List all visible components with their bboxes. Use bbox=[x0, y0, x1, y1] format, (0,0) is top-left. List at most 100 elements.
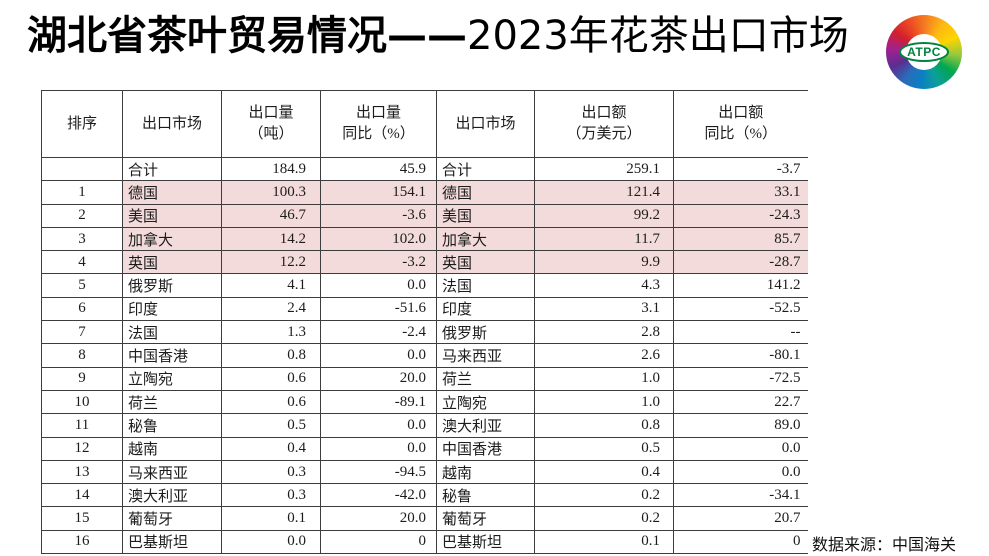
volume-yoy-cell: 45.9 bbox=[320, 156, 437, 182]
volume-cell: 0.0 bbox=[221, 529, 321, 555]
volume-cell: 4.1 bbox=[221, 273, 321, 298]
title-sub: 2023年花茶出口市场 bbox=[467, 13, 849, 59]
atpc-logo: ATPC bbox=[886, 15, 962, 89]
table-row: 6 印度 2.4 -51.6 印度 3.1 -52.5 bbox=[41, 296, 808, 322]
value-yoy-cell: 89.0 bbox=[673, 413, 808, 438]
value-market-cell: 荷兰 bbox=[436, 366, 535, 391]
value-market-cell: 葡萄牙 bbox=[436, 506, 535, 531]
rank-cell: 16 bbox=[41, 529, 123, 555]
rank-cell: 6 bbox=[41, 296, 123, 322]
volume-market-cell: 葡萄牙 bbox=[122, 506, 222, 531]
volume-cell: 0.5 bbox=[221, 413, 321, 438]
volume-yoy-cell: -3.2 bbox=[320, 250, 437, 275]
volume-cell: 46.7 bbox=[221, 203, 321, 228]
value-market-cell: 巴基斯坦 bbox=[436, 529, 535, 555]
rank-cell: 7 bbox=[41, 320, 123, 345]
volume-cell: 14.2 bbox=[221, 226, 321, 252]
value-yoy-cell: -- bbox=[673, 320, 808, 345]
table-row: 7 法国 1.3 -2.4 俄罗斯 2.8 -- bbox=[41, 320, 808, 345]
table-header-row: 排序 出口市场 出口量 （吨） 出口量 同比（%） 出口市场 出口额 （万美元） 出口… bbox=[41, 90, 808, 158]
value-market-cell: 越南 bbox=[436, 459, 535, 485]
value-market-cell: 马来西亚 bbox=[436, 343, 535, 368]
volume-cell: 100.3 bbox=[221, 180, 321, 205]
rank-cell: 8 bbox=[41, 343, 123, 368]
col-header-rank: 排序 bbox=[41, 90, 123, 158]
volume-cell: 0.6 bbox=[221, 366, 321, 391]
table-row: 12 越南 0.4 0.0 中国香港 0.5 0.0 bbox=[41, 436, 808, 461]
table-row: 3 加拿大 14.2 102.0 加拿大 11.7 85.7 bbox=[41, 226, 808, 252]
table-row: 8 中国香港 0.8 0.0 马来西亚 2.6 -80.1 bbox=[41, 343, 808, 368]
value-cell: 1.0 bbox=[534, 366, 674, 391]
value-cell: 2.8 bbox=[534, 320, 674, 345]
volume-cell: 12.2 bbox=[221, 250, 321, 275]
value-market-cell: 秘鲁 bbox=[436, 483, 535, 508]
volume-market-cell: 越南 bbox=[122, 436, 222, 461]
value-cell: 259.1 bbox=[534, 156, 674, 182]
value-market-cell: 德国 bbox=[436, 180, 535, 205]
volume-cell: 0.8 bbox=[221, 343, 321, 368]
volume-market-cell: 美国 bbox=[122, 203, 222, 228]
volume-cell: 184.9 bbox=[221, 156, 321, 182]
value-cell: 9.9 bbox=[534, 250, 674, 275]
table-row: 15 葡萄牙 0.1 20.0 葡萄牙 0.2 20.7 bbox=[41, 506, 808, 531]
value-yoy-cell: 0.0 bbox=[673, 436, 808, 461]
volume-yoy-cell: -89.1 bbox=[320, 389, 437, 415]
value-market-cell: 法国 bbox=[436, 273, 535, 298]
volume-market-cell: 俄罗斯 bbox=[122, 273, 222, 298]
logo-text: ATPC bbox=[899, 42, 949, 62]
value-yoy-cell: -52.5 bbox=[673, 296, 808, 322]
table-row: 9 立陶宛 0.6 20.0 荷兰 1.0 -72.5 bbox=[41, 366, 808, 391]
value-cell: 0.2 bbox=[534, 483, 674, 508]
table-row: 14 澳大利亚 0.3 -42.0 秘鲁 0.2 -34.1 bbox=[41, 483, 808, 508]
value-yoy-cell: -24.3 bbox=[673, 203, 808, 228]
value-yoy-cell: 85.7 bbox=[673, 226, 808, 252]
rank-cell: 5 bbox=[41, 273, 123, 298]
col-header-value: 出口额 （万美元） bbox=[534, 90, 674, 158]
value-market-cell: 立陶宛 bbox=[436, 389, 535, 415]
value-yoy-cell: 141.2 bbox=[673, 273, 808, 298]
value-yoy-cell: 33.1 bbox=[673, 180, 808, 205]
table-body: 合计 184.9 45.9 合计 259.1 -3.7 1 德国 100.3 1… bbox=[41, 156, 808, 555]
rank-cell: 10 bbox=[41, 389, 123, 415]
volume-yoy-cell: 0.0 bbox=[320, 343, 437, 368]
rank-cell: 15 bbox=[41, 506, 123, 531]
rank-cell: 9 bbox=[41, 366, 123, 391]
value-yoy-cell: 0.0 bbox=[673, 459, 808, 485]
volume-yoy-cell: 102.0 bbox=[320, 226, 437, 252]
volume-market-cell: 马来西亚 bbox=[122, 459, 222, 485]
volume-market-cell: 巴基斯坦 bbox=[122, 529, 222, 555]
col-header-volume-yoy: 出口量 同比（%） bbox=[320, 90, 437, 158]
volume-cell: 0.1 bbox=[221, 506, 321, 531]
value-yoy-cell: -34.1 bbox=[673, 483, 808, 508]
value-market-cell: 加拿大 bbox=[436, 226, 535, 252]
table-row: 1 德国 100.3 154.1 德国 121.4 33.1 bbox=[41, 180, 808, 205]
value-cell: 2.6 bbox=[534, 343, 674, 368]
table-row: 2 美国 46.7 -3.6 美国 99.2 -24.3 bbox=[41, 203, 808, 228]
col-header-volume-market: 出口市场 bbox=[122, 90, 222, 158]
value-cell: 0.4 bbox=[534, 459, 674, 485]
value-yoy-cell: -3.7 bbox=[673, 156, 808, 182]
rank-cell: 12 bbox=[41, 436, 123, 461]
rank-cell: 4 bbox=[41, 250, 123, 275]
title-main: 湖北省茶叶贸易情况—— bbox=[27, 13, 467, 59]
volume-cell: 0.4 bbox=[221, 436, 321, 461]
value-yoy-cell: 20.7 bbox=[673, 506, 808, 531]
value-yoy-cell: -80.1 bbox=[673, 343, 808, 368]
volume-market-cell: 加拿大 bbox=[122, 226, 222, 252]
value-market-cell: 美国 bbox=[436, 203, 535, 228]
volume-market-cell: 印度 bbox=[122, 296, 222, 322]
value-cell: 4.3 bbox=[534, 273, 674, 298]
value-cell: 0.1 bbox=[534, 529, 674, 555]
value-market-cell: 澳大利亚 bbox=[436, 413, 535, 438]
volume-cell: 0.3 bbox=[221, 459, 321, 485]
value-cell: 11.7 bbox=[534, 226, 674, 252]
volume-market-cell: 法国 bbox=[122, 320, 222, 345]
table-row: 13 马来西亚 0.3 -94.5 越南 0.4 0.0 bbox=[41, 459, 808, 485]
volume-yoy-cell: -94.5 bbox=[320, 459, 437, 485]
volume-yoy-cell: 20.0 bbox=[320, 366, 437, 391]
volume-yoy-cell: -3.6 bbox=[320, 203, 437, 228]
rank-cell: 13 bbox=[41, 459, 123, 485]
rank-cell: 11 bbox=[41, 413, 123, 438]
export-market-table: 排序 出口市场 出口量 （吨） 出口量 同比（%） 出口市场 出口额 （万美元） 出口… bbox=[41, 90, 808, 555]
value-market-cell: 印度 bbox=[436, 296, 535, 322]
